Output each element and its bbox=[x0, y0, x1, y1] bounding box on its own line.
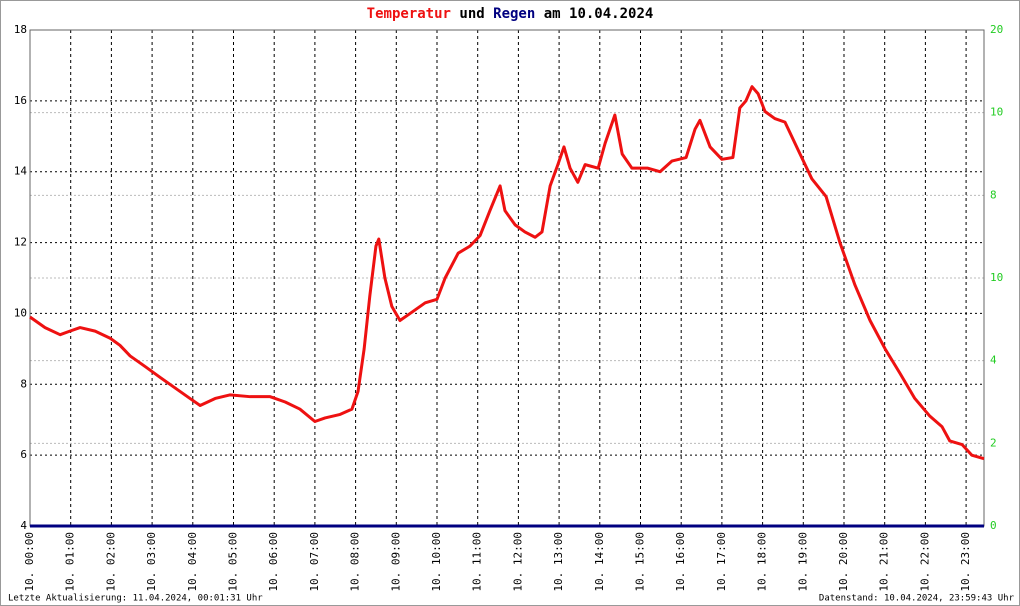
y-tick-label: 16 bbox=[14, 94, 27, 107]
x-tick-label: 10. 07:00 bbox=[308, 532, 321, 592]
footer-left: Letzte Aktualisierung: 11.04.2024, 00:01… bbox=[8, 594, 263, 604]
x-tick-label: 10. 08:00 bbox=[349, 532, 362, 592]
y-tick-label: 10 bbox=[14, 306, 27, 319]
x-tick-label: 10. 09:00 bbox=[389, 532, 402, 592]
footer-right: Datenstand: 10.04.2024, 23:59:43 Uhr bbox=[819, 594, 1015, 604]
x-tick-label: 10. 03:00 bbox=[145, 532, 158, 592]
x-tick-label: 10. 10:00 bbox=[430, 532, 443, 592]
title-temperature: Temperatur bbox=[367, 6, 451, 22]
x-tick-label: 10. 05:00 bbox=[226, 532, 239, 592]
x-tick-label: 10. 14:00 bbox=[593, 532, 606, 592]
x-tick-label: 10. 04:00 bbox=[186, 532, 199, 592]
x-tick-label: 10. 13:00 bbox=[552, 532, 565, 592]
y2-tick-label: 10 bbox=[990, 271, 1003, 284]
x-tick-label: 10. 17:00 bbox=[715, 532, 728, 592]
x-tick-label: 10. 18:00 bbox=[756, 532, 769, 592]
x-tick-label: 10. 19:00 bbox=[796, 532, 809, 592]
x-tick-label: 10. 01:00 bbox=[64, 532, 77, 592]
y-tick-label: 12 bbox=[14, 236, 27, 249]
x-tick-label: 10. 12:00 bbox=[511, 532, 524, 592]
y2-tick-label: 20 bbox=[990, 23, 1003, 36]
title-rain: Regen bbox=[493, 6, 535, 22]
title-connector: und bbox=[459, 6, 484, 22]
x-tick-label: 10. 06:00 bbox=[267, 532, 280, 592]
y2-tick-label: 4 bbox=[990, 354, 997, 367]
x-tick-label: 10. 23:00 bbox=[959, 532, 972, 592]
x-tick-label: 10. 20:00 bbox=[837, 532, 850, 592]
y-tick-label: 4 bbox=[20, 519, 27, 532]
y2-tick-label: 8 bbox=[990, 188, 997, 201]
x-tick-label: 10. 16:00 bbox=[674, 532, 687, 592]
y-tick-label: 8 bbox=[20, 377, 27, 390]
x-tick-label: 10. 21:00 bbox=[878, 532, 891, 592]
x-tick-label: 10. 22:00 bbox=[918, 532, 931, 592]
y-tick-label: 6 bbox=[20, 448, 27, 461]
y2-tick-label: 2 bbox=[990, 436, 997, 449]
y2-tick-label: 0 bbox=[990, 519, 997, 532]
y-tick-label: 14 bbox=[14, 165, 28, 178]
x-tick-label: 10. 00:00 bbox=[23, 532, 36, 592]
chart-title: Temperatur und Regen am 10.04.2024 bbox=[367, 6, 654, 22]
series-line bbox=[29, 85, 985, 461]
y-tick-label: 18 bbox=[14, 23, 27, 36]
x-tick-label: 10. 02:00 bbox=[104, 532, 117, 592]
y2-tick-label: 10 bbox=[990, 106, 1003, 119]
x-tick-label: 10. 15:00 bbox=[633, 532, 646, 592]
title-date: am 10.04.2024 bbox=[544, 6, 654, 22]
x-tick-label: 10. 11:00 bbox=[471, 532, 484, 592]
